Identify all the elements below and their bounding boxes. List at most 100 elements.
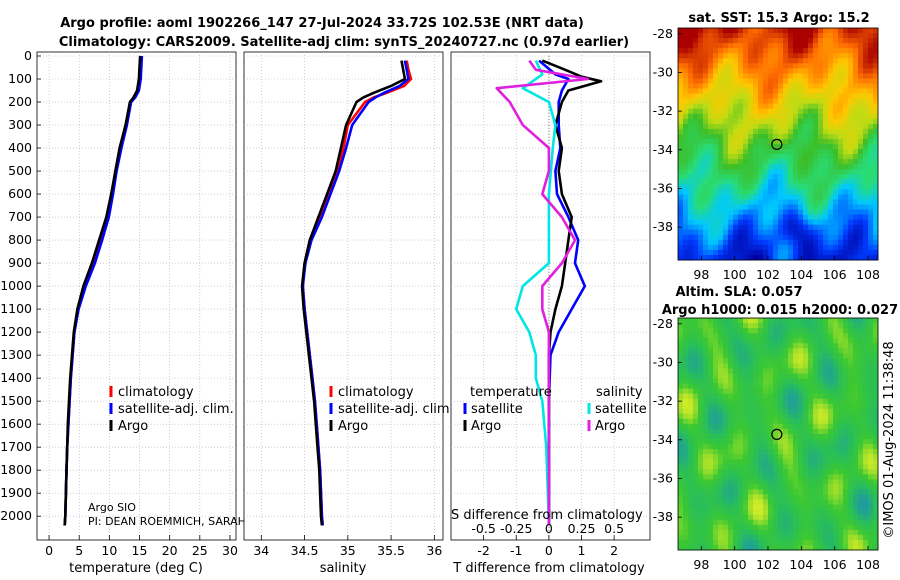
heatmap-cell — [693, 544, 699, 551]
heatmap-cell — [733, 348, 739, 354]
heatmap-cell — [683, 408, 689, 415]
heatmap-cell — [763, 73, 769, 79]
heatmap-cell — [853, 388, 859, 395]
heatmap-cell — [763, 98, 769, 105]
heatmap-cell — [798, 444, 804, 450]
heatmap-cell — [678, 489, 684, 495]
heatmap-cell — [828, 128, 834, 135]
heatmap-cell — [723, 444, 729, 450]
heatmap-cell — [773, 229, 779, 236]
heatmap-cell — [738, 499, 744, 506]
heatmap-cell — [838, 164, 844, 170]
heatmap-cell — [838, 63, 844, 69]
heatmap-cell — [843, 68, 849, 74]
heatmap-cell — [718, 464, 724, 470]
heatmap-cell — [853, 439, 859, 445]
heatmap-cell — [853, 524, 859, 531]
heatmap-cell — [748, 53, 754, 59]
heatmap-cell — [703, 189, 709, 195]
heatmap-cell — [718, 519, 724, 526]
heatmap-cell — [683, 219, 689, 226]
heatmap-cell — [728, 539, 734, 546]
heatmap-cell — [698, 534, 704, 541]
heatmap-cell — [823, 53, 829, 59]
heatmap-cell — [818, 204, 824, 210]
heatmap-cell — [678, 499, 684, 506]
heatmap-cell — [718, 144, 724, 150]
heatmap-cell — [688, 444, 694, 450]
heatmap-cell — [833, 28, 839, 34]
heatmap-cell — [713, 169, 719, 175]
heatmap-cell — [778, 88, 784, 94]
heatmap-cell — [758, 53, 764, 59]
heatmap-cell — [678, 423, 684, 430]
heatmap-cell — [733, 328, 739, 334]
heatmap-cell — [743, 149, 749, 155]
heatmap-cell — [753, 469, 759, 475]
heatmap-cell — [823, 454, 829, 460]
heatmap-cell — [793, 118, 799, 125]
heatmap-cell — [808, 519, 814, 526]
heatmap-cell — [863, 449, 869, 455]
heatmap-cell — [788, 229, 794, 236]
heatmap-cell — [793, 378, 799, 384]
heatmap-cell — [678, 48, 684, 54]
heatmap-cell — [803, 353, 809, 359]
heatmap-cell — [693, 408, 699, 415]
heatmap-cell — [838, 333, 844, 339]
heatmap-cell — [843, 353, 849, 359]
heatmap-cell — [813, 348, 819, 354]
heatmap-cell — [778, 43, 784, 49]
heatmap-cell — [853, 544, 859, 551]
heatmap-cell — [688, 353, 694, 359]
heatmap-cell — [688, 118, 694, 125]
heatmap-cell — [738, 358, 744, 364]
heatmap-cell — [873, 73, 879, 79]
heatmap-cell — [843, 174, 849, 180]
heatmap-cell — [798, 449, 804, 455]
heatmap-cell — [698, 234, 704, 241]
heatmap-cell — [718, 68, 724, 74]
heatmap-cell — [848, 219, 854, 226]
heatmap-cell — [703, 63, 709, 69]
heatmap-cell — [703, 378, 709, 384]
heatmap-cell — [748, 118, 754, 125]
heatmap-cell — [793, 428, 799, 435]
heatmap-cell — [808, 353, 814, 359]
heatmap-cell — [693, 98, 699, 105]
heatmap-cell — [818, 113, 824, 120]
heatmap-cell — [758, 439, 764, 445]
heatmap-cell — [828, 519, 834, 526]
heatmap-cell — [823, 48, 829, 54]
heatmap-cell — [808, 83, 814, 89]
heatmap-cell — [833, 133, 839, 140]
heatmap-cell — [858, 28, 864, 34]
heatmap-cell — [833, 484, 839, 490]
salinity-legend: climatology satellite-adj. clim. Argo — [329, 385, 454, 434]
heatmap-cell — [818, 174, 824, 180]
heatmap-cell — [823, 73, 829, 79]
heatmap-cell — [763, 333, 769, 339]
heatmap-cell — [798, 249, 804, 256]
heatmap-cell — [858, 174, 864, 180]
heatmap-cell — [778, 439, 784, 445]
heatmap-cell — [718, 368, 724, 374]
heatmap-cell — [698, 388, 704, 395]
heatmap-cell — [808, 343, 814, 349]
heatmap-cell — [678, 439, 684, 445]
heatmap-cell — [793, 328, 799, 334]
heatmap-cell — [728, 138, 734, 145]
heatmap-cell — [783, 78, 789, 84]
heatmap-cell — [808, 489, 814, 495]
heatmap-cell — [823, 209, 829, 216]
heatmap-cell — [748, 93, 754, 100]
heatmap-cell — [783, 454, 789, 460]
heatmap-cell — [693, 373, 699, 379]
heatmap-cell — [858, 413, 864, 420]
heatmap-cell — [753, 343, 759, 349]
heatmap-cell — [833, 33, 839, 39]
heatmap-cell — [843, 199, 849, 205]
heatmap-cell — [708, 439, 714, 445]
heatmap-cell — [688, 363, 694, 369]
heatmap-cell — [818, 239, 824, 246]
